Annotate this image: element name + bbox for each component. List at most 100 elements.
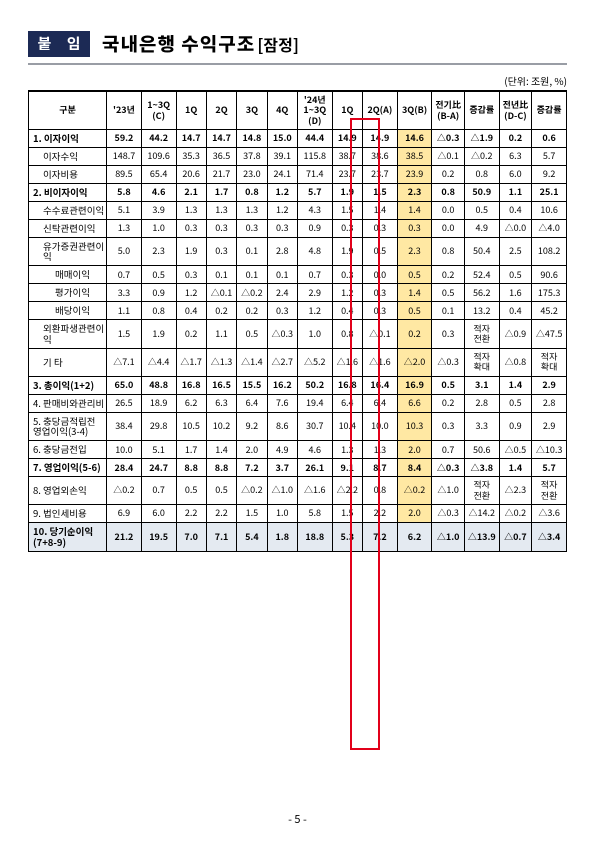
cell: 1.2: [332, 284, 362, 302]
cell: △1.4: [237, 349, 267, 377]
cell: 1.8: [267, 522, 297, 551]
table-row: 기 타△7.1△4.4△1.7△1.3△1.4△2.7△5.2△1.6△1.6△…: [29, 349, 567, 377]
cell: △0.9: [499, 320, 532, 349]
cell: 0.3: [267, 219, 297, 237]
row-label: 10. 당기순이익(7+8-9): [29, 522, 107, 551]
cell: 9.1: [332, 459, 362, 477]
cell: 0.8: [332, 320, 362, 349]
cell: 0.9: [499, 412, 532, 441]
row-label: 8. 영업외손익: [29, 477, 107, 505]
cell: 2.2: [363, 504, 398, 522]
row-label: 매매이익: [29, 266, 107, 284]
cell: 10.3: [397, 412, 432, 441]
cell: 0.5: [141, 266, 176, 284]
unit-label: (단위: 조원, %): [28, 73, 567, 88]
col-d1: 전기比 (B-A): [432, 91, 465, 130]
cell: 14.9: [363, 130, 398, 148]
cell: △10.3: [532, 441, 567, 459]
row-label: 9. 법인세비용: [29, 504, 107, 522]
cell: 14.8: [237, 130, 267, 148]
cell: 20.6: [176, 165, 206, 183]
cell: 0.3: [432, 412, 465, 441]
table-row: 외환파생관련이익1.51.90.21.10.5△0.31.00.8△0.10.2…: [29, 320, 567, 349]
cell: 6.4: [237, 394, 267, 412]
cell: 2.8: [532, 394, 567, 412]
cell: 37.8: [237, 147, 267, 165]
cell: 7.1: [206, 522, 236, 551]
cell: 1.0: [267, 504, 297, 522]
cell: 0.2: [206, 302, 236, 320]
cell: 0.5: [432, 376, 465, 394]
cell: 65.0: [107, 376, 142, 394]
cell: 0.8: [237, 183, 267, 201]
cell: 1.9: [332, 183, 362, 201]
cell: 14.7: [206, 130, 236, 148]
cell: △1.6: [332, 349, 362, 377]
cell: 10.0: [107, 441, 142, 459]
cell: 9.2: [237, 412, 267, 441]
cell: 2.3: [397, 183, 432, 201]
cell: 0.3: [267, 302, 297, 320]
title-text: 국내은행 수익구조: [102, 30, 255, 57]
cell: 0.1: [432, 302, 465, 320]
cell: 0.5: [499, 266, 532, 284]
cell: 6.3: [499, 147, 532, 165]
cell: 48.8: [141, 376, 176, 394]
cell: 38.4: [107, 412, 142, 441]
cell: 0.3: [363, 219, 398, 237]
cell: 45.2: [532, 302, 567, 320]
header-divider: [28, 63, 567, 65]
page-title: 국내은행 수익구조 [잠정]: [102, 30, 299, 57]
cell: △4.0: [532, 219, 567, 237]
cell: 1.5: [332, 201, 362, 219]
cell: 1.9: [332, 237, 362, 266]
cell: △0.2: [107, 477, 142, 505]
cell: 1.2: [297, 302, 332, 320]
cell: 3.7: [267, 459, 297, 477]
cell: 2.0: [397, 441, 432, 459]
cell: 2.2: [176, 504, 206, 522]
cell: 2.4: [267, 284, 297, 302]
cell: 3.9: [141, 201, 176, 219]
cell: 0.3: [363, 302, 398, 320]
cell: 2.3: [141, 237, 176, 266]
cell: 50.6: [464, 441, 499, 459]
cell: 1.6: [499, 284, 532, 302]
cell: 5.8: [107, 183, 142, 201]
cell: 5.7: [297, 183, 332, 201]
cell: △1.7: [176, 349, 206, 377]
cell: △1.9: [464, 130, 499, 148]
cell: 적자전환: [464, 320, 499, 349]
table-row: 매매이익0.70.50.30.10.10.10.70.30.00.50.252.…: [29, 266, 567, 284]
cell: 6.3: [206, 394, 236, 412]
col-4q: 4Q: [267, 91, 297, 130]
cell: 23.9: [397, 165, 432, 183]
cell: △1.0: [432, 477, 465, 505]
cell: △2.7: [267, 349, 297, 377]
cell: 56.2: [464, 284, 499, 302]
row-label: 외환파생관련이익: [29, 320, 107, 349]
cell: 1.3: [206, 201, 236, 219]
cell: △7.1: [107, 349, 142, 377]
cell: 25.1: [532, 183, 567, 201]
cell: △14.2: [464, 504, 499, 522]
row-label: 수수료관련이익: [29, 201, 107, 219]
cell: 26.1: [297, 459, 332, 477]
cell: 0.3: [332, 219, 362, 237]
cell: 0.5: [397, 266, 432, 284]
cell: 5.1: [107, 201, 142, 219]
header-row: 붙 임 국내은행 수익구조 [잠정]: [28, 30, 567, 57]
cell: 0.9: [297, 219, 332, 237]
cell: 5.4: [237, 522, 267, 551]
cell: △1.6: [363, 349, 398, 377]
cell: 108.2: [532, 237, 567, 266]
cell: 0.0: [432, 219, 465, 237]
cell: 50.9: [464, 183, 499, 201]
cell: 0.2: [499, 130, 532, 148]
cell: 29.8: [141, 412, 176, 441]
cell: 0.2: [397, 320, 432, 349]
cell: 2.9: [532, 376, 567, 394]
table-row: 신탁관련이익1.31.00.30.30.30.30.90.30.30.30.04…: [29, 219, 567, 237]
cell: 23.0: [237, 165, 267, 183]
col-d2: 증감률: [464, 91, 499, 130]
